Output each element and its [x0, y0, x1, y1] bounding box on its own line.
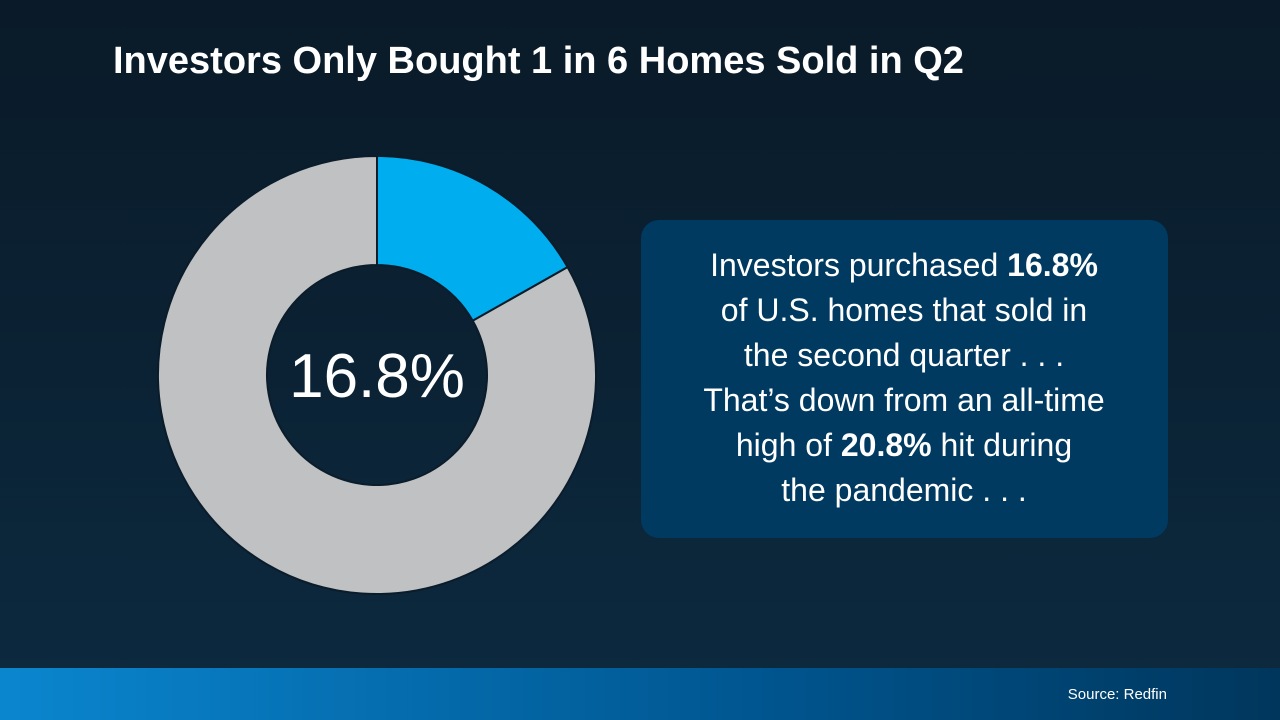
source-note: Source: Redfin — [1068, 686, 1167, 703]
callout-run: 20.8% — [841, 427, 932, 463]
callout-run: the second quarter . . . — [744, 337, 1064, 373]
callout-run: of U.S. homes that sold in — [721, 292, 1087, 328]
callout-line: That’s down from an all-time — [703, 382, 1104, 418]
callout-run: 16.8% — [1007, 247, 1098, 283]
callout-run: That’s down from an all-time — [703, 382, 1104, 418]
callout-line: high of 20.8% hit during — [736, 427, 1072, 463]
callout-run: high of — [736, 427, 841, 463]
callout-text: Investors purchased 16.8% of U.S. homes t… — [703, 247, 1104, 508]
callout-run: Investors purchased — [710, 247, 1007, 283]
callout-line: Investors purchased 16.8% — [710, 247, 1098, 283]
callout-run: the pandemic . . . — [781, 472, 1026, 508]
callout-line: the pandemic . . . — [781, 472, 1026, 508]
callout-line: of U.S. homes that sold in — [721, 292, 1087, 328]
donut-segment — [157, 154, 597, 595]
callout-run: hit during — [932, 427, 1073, 463]
donut-chart: 16.8% — [157, 154, 597, 595]
footer-band — [0, 668, 1280, 720]
callout-line: the second quarter . . . — [744, 337, 1064, 373]
center-label: 16.8% — [289, 342, 465, 411]
chart-title: Investors Only Bought 1 in 6 Homes Sold … — [113, 40, 964, 82]
donut-segment — [376, 154, 569, 323]
callout-box — [641, 220, 1168, 538]
